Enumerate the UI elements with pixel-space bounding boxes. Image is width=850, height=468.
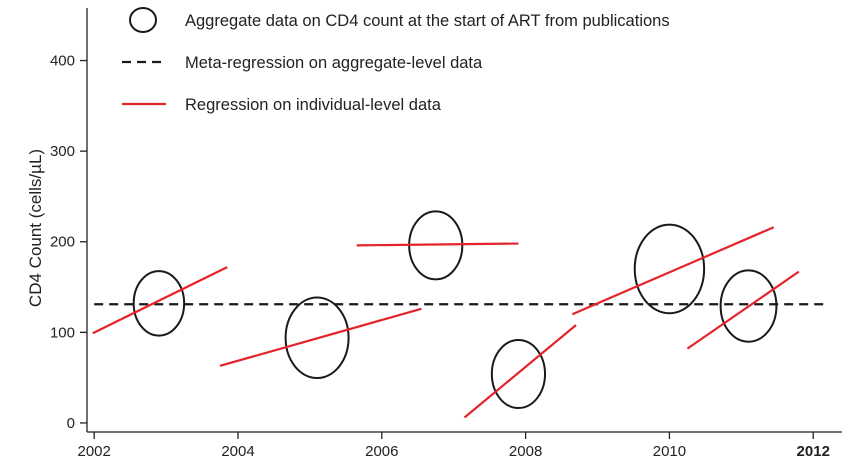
y-axis-title: CD4 Count (cells/µL) (26, 149, 45, 307)
y-tick-label: 300 (50, 143, 75, 160)
legend-label: Meta-regression on aggregate-level data (185, 54, 483, 72)
plot-marks (92, 210, 828, 419)
legend-circle-swatch (129, 7, 157, 33)
individual-regression-line (686, 270, 800, 350)
x-tick-label: 2008 (509, 443, 542, 460)
legend-label: Aggregate data on CD4 count at the start… (185, 12, 670, 30)
axes: 0 100 200 300 400 2002 2004 2006 2008 2010 2012 (50, 8, 842, 460)
aggregate-data-circle (719, 269, 778, 343)
y-tick-label: 100 (50, 324, 75, 341)
individual-regression-line (356, 242, 519, 247)
individual-regression-line (92, 266, 228, 335)
aggregate-data-circle (490, 339, 547, 410)
x-tick-label: 2006 (365, 443, 398, 460)
individual-regression-line (463, 324, 577, 419)
y-tick-label: 400 (50, 53, 75, 70)
aggregate-data-circle (284, 296, 350, 380)
aggregate-data-circle (132, 270, 186, 337)
legend-label: Regression on individual-level data (185, 96, 442, 114)
y-tick-label: 200 (50, 234, 75, 251)
aggregate-data-circle (633, 223, 706, 315)
y-tick-label: 0 (67, 415, 75, 432)
x-tick-label: 2002 (78, 443, 111, 460)
x-tick-label: 2004 (221, 443, 254, 460)
x-tick-label: 2010 (653, 443, 686, 460)
x-tick-label: 2012 (797, 443, 830, 460)
individual-regression-line (219, 307, 422, 367)
legend: Aggregate data on CD4 count at the start… (122, 7, 670, 114)
individual-regression-line (571, 226, 775, 316)
